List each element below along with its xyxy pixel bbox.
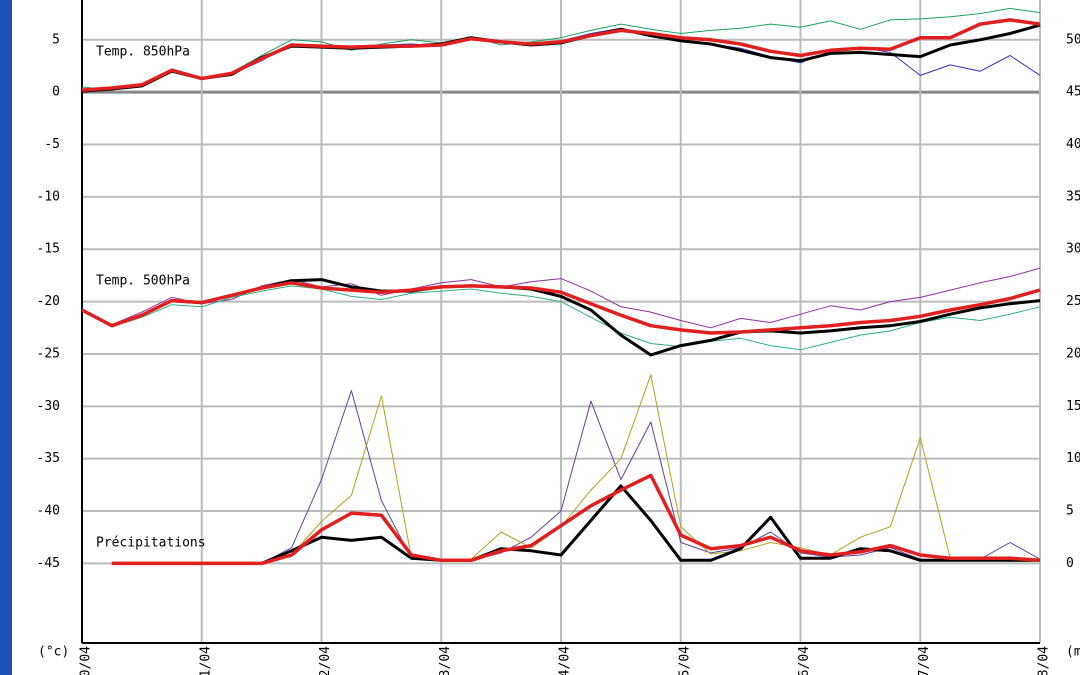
x-tick-label: 15/04 <box>677 646 692 675</box>
x-tick-label: 17/04 <box>917 646 932 675</box>
series-line <box>111 473 1041 566</box>
annotation: Temp. 850hPa <box>96 45 190 60</box>
y2-tick-label: 25 <box>1066 294 1080 309</box>
y-tick-label: -30 <box>37 399 60 414</box>
annotation: Temp. 500hPa <box>96 274 190 289</box>
y-tick-label: -5 <box>44 137 60 152</box>
y-tick-label: -20 <box>37 294 60 309</box>
y2-tick-label: 20 <box>1066 346 1080 361</box>
x-tick-label: 18/04 <box>1037 646 1052 675</box>
series-line <box>81 281 1041 335</box>
x-tick-label: 13/04 <box>438 646 453 675</box>
series-line <box>81 18 1041 92</box>
window-edge <box>0 0 12 675</box>
x-tick-label: 10/04 <box>79 646 94 675</box>
y2-tick-label: 35 <box>1066 189 1080 204</box>
y-tick-label: -15 <box>37 242 60 257</box>
y-tick-label: 5 <box>52 32 60 47</box>
y-tick-label: 0 <box>52 85 60 100</box>
y-tick-label: -45 <box>37 556 60 571</box>
series-line <box>81 285 1041 351</box>
x-tick-label: 12/04 <box>318 646 333 675</box>
y2-tick-label: 40 <box>1066 137 1080 152</box>
y-tick-label: -35 <box>37 451 60 466</box>
y2-tick-label: 0 <box>1066 556 1074 571</box>
series-group <box>81 7 1041 566</box>
y2-tick-label: 15 <box>1066 399 1080 414</box>
y2-axis-label: (m <box>1066 645 1080 660</box>
x-tick-label: 14/04 <box>558 646 573 675</box>
y2-tick-label: 10 <box>1066 451 1080 466</box>
y-axis-label: (°c) <box>38 645 69 660</box>
y-tick-label: -25 <box>37 346 60 361</box>
y2-tick-label: 30 <box>1066 242 1080 257</box>
y-tick-label: -40 <box>37 504 60 519</box>
labels: Temp. 850hPa Temp. 500hPa Précipitations… <box>37 32 1080 675</box>
y-tick-label: -10 <box>37 189 60 204</box>
x-tick-label: 16/04 <box>797 646 812 675</box>
annotation: Précipitations <box>96 536 206 551</box>
y2-tick-label: 5 <box>1066 504 1074 519</box>
x-tick-label: 11/04 <box>198 646 213 675</box>
y2-tick-label: 50 <box>1066 32 1080 47</box>
y2-tick-label: 45 <box>1066 85 1080 100</box>
